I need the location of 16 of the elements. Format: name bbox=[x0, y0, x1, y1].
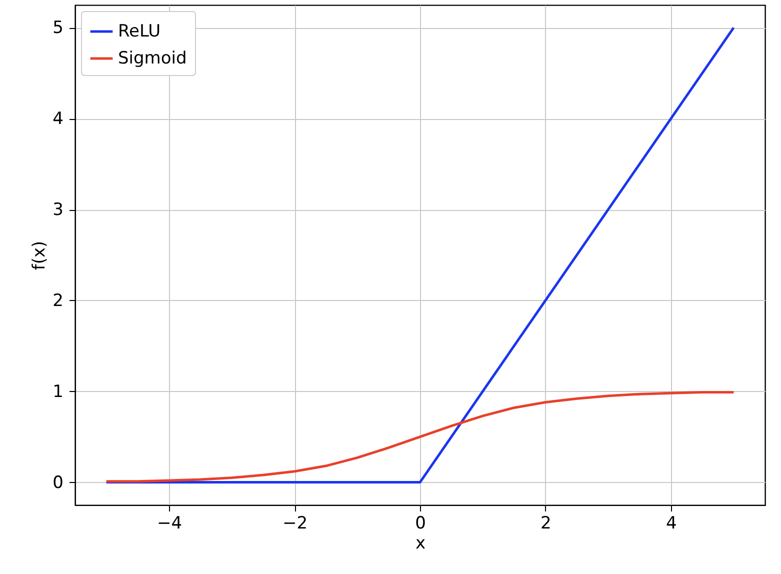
x-tick-label: 4 bbox=[666, 514, 677, 534]
y-tick-label: 5 bbox=[52, 18, 64, 38]
y-tick-label: 0 bbox=[52, 472, 64, 493]
y-tick-label: 4 bbox=[52, 109, 64, 130]
x-tick-label: 2 bbox=[540, 514, 552, 534]
legend-label: ReLU bbox=[118, 22, 161, 42]
line-series bbox=[105, 391, 735, 483]
y-axis-title: f(x) bbox=[30, 240, 50, 270]
x-tick-label: 0 bbox=[415, 514, 426, 534]
legend-label: Sigmoid bbox=[118, 48, 187, 68]
y-tick-label: 2 bbox=[52, 290, 64, 311]
y-tick-label: 3 bbox=[52, 200, 64, 220]
y-tick-label: 1 bbox=[52, 382, 64, 402]
x-axis-title: x bbox=[415, 534, 426, 554]
x-tick-label: −4 bbox=[157, 514, 182, 534]
x-tick-label: −2 bbox=[282, 514, 308, 534]
